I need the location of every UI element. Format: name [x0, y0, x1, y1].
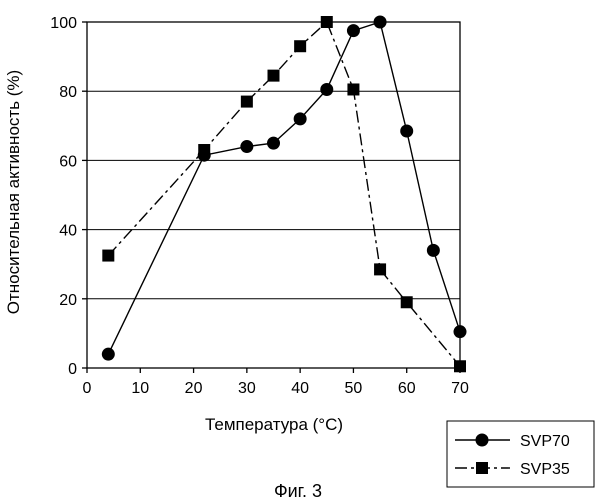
x-tick-label: 10	[131, 380, 149, 397]
y-tick-label: 0	[68, 361, 77, 378]
data-point-svp70	[427, 244, 440, 257]
data-point-svp35	[268, 70, 280, 82]
data-point-svp35	[241, 96, 253, 108]
y-tick-label: 20	[59, 292, 77, 309]
y-tick-label: 80	[59, 84, 77, 101]
data-point-svp70	[240, 140, 253, 153]
x-tick-label: 30	[238, 380, 256, 397]
data-series	[102, 16, 467, 373]
data-point-svp35	[374, 263, 386, 275]
data-point-svp70	[198, 149, 211, 162]
x-tick-label: 60	[398, 380, 416, 397]
x-tick-label: 50	[345, 380, 363, 397]
legend-label: SVP70	[520, 433, 570, 450]
data-point-svp35	[401, 296, 413, 308]
tick-labels: 0 20 40 60 80 100 0 10 20 30 40 50 60 70	[50, 15, 469, 397]
legend-marker	[476, 434, 489, 447]
data-point-svp70	[347, 24, 360, 37]
y-tick-label: 40	[59, 223, 77, 240]
data-point-svp35	[321, 16, 333, 28]
y-tick-label: 100	[50, 15, 77, 32]
data-point-svp70	[374, 16, 387, 29]
x-tick-label: 70	[451, 380, 469, 397]
data-point-svp35	[294, 40, 306, 52]
y-tick-label: 60	[59, 153, 77, 170]
x-axis-title: Температура (°C)	[205, 415, 343, 434]
series-line-svp35	[108, 22, 460, 366]
legend-label: SVP35	[520, 461, 570, 478]
figure-caption: Фиг. 3	[274, 481, 322, 500]
y-axis-title: Относительная активность (%)	[4, 70, 23, 314]
x-tick-label: 40	[291, 380, 309, 397]
data-point-svp70	[267, 137, 280, 150]
x-tick-label: 0	[83, 380, 92, 397]
data-point-svp70	[102, 348, 115, 361]
legend-marker	[476, 462, 488, 474]
data-point-svp70	[294, 112, 307, 125]
x-tick-label: 20	[185, 380, 203, 397]
series-svp35	[102, 16, 466, 372]
data-point-svp70	[400, 124, 413, 137]
data-point-svp70	[454, 325, 467, 338]
data-point-svp35	[102, 250, 114, 262]
data-point-svp35	[454, 360, 466, 372]
data-point-svp35	[347, 83, 359, 95]
grid-lines	[87, 22, 460, 299]
data-point-svp70	[320, 83, 333, 96]
legend: SVP70 SVP35	[447, 421, 594, 487]
